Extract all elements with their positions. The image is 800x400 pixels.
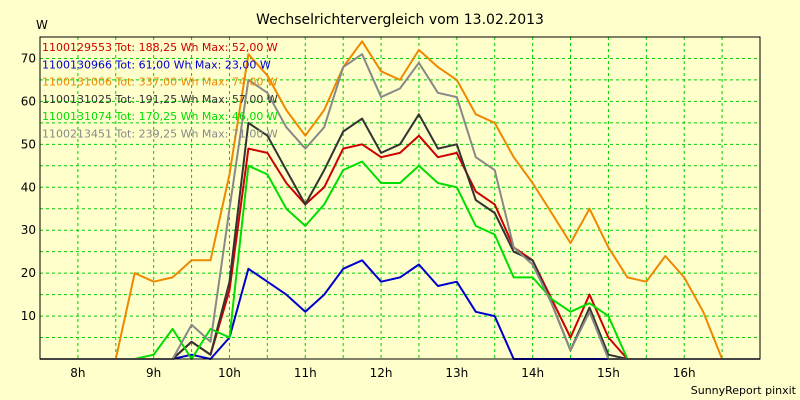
x-tick-label: 11h — [294, 366, 317, 380]
y-tick-label: 40 — [21, 180, 36, 194]
x-tick-label: 8h — [70, 366, 85, 380]
x-tick-label: 10h — [218, 366, 241, 380]
y-tick-label: 30 — [21, 223, 36, 237]
y-tick-label: 70 — [21, 51, 36, 65]
legend: 1100129553 Tot: 188,25 Wh Max: 52,00 W 11… — [42, 41, 278, 141]
x-tick-label: 13h — [445, 366, 468, 380]
series-line-1100131006 — [40, 40, 760, 360]
legend-entry-1100213451: 1100213451 Tot: 239,25 Wh Max: 71,00 W — [42, 128, 278, 141]
series-layer — [40, 40, 760, 360]
series-line-1100131025 — [40, 113, 760, 360]
x-tick-label: 14h — [521, 366, 544, 380]
y-axis-unit-label: W — [36, 18, 48, 32]
x-tick-label: 15h — [597, 366, 620, 380]
y-tick-label: 60 — [21, 94, 36, 108]
legend-entry-1100131006: 1100131006 Tot: 337,00 Wh Max: 74,00 W — [42, 76, 278, 89]
series-line-1100131074 — [40, 160, 760, 360]
x-tick-label: 9h — [146, 366, 161, 380]
axis-layer: 10 20 30 40 50 60 70 8h 9h 10h 11h 12h 13h 14h 15h 16h — [21, 51, 696, 380]
series-line-1100129553 — [40, 134, 760, 360]
y-tick-label: 20 — [21, 266, 36, 280]
legend-entry-1100131025: 1100131025 Tot: 191,25 Wh Max: 57,00 W — [42, 93, 278, 106]
chart-title: Wechselrichtervergleich vom 13.02.2013 — [256, 12, 544, 28]
y-tick-label: 10 — [21, 309, 36, 323]
footer-credit: SunnyReport pinxit — [691, 384, 797, 397]
plot-frame — [39, 36, 761, 360]
legend-entry-1100129553: 1100129553 Tot: 188,25 Wh Max: 52,00 W — [42, 41, 278, 54]
legend-entry-1100131074: 1100131074 Tot: 170,25 Wh Max: 46,00 W — [42, 110, 278, 123]
x-tick-label: 12h — [370, 366, 393, 380]
x-tick-label: 16h — [673, 366, 696, 380]
y-tick-label: 50 — [21, 137, 36, 151]
legend-entry-1100130966: 1100130966 Tot: 61,00 Wh Max: 23,00 W — [42, 58, 271, 71]
